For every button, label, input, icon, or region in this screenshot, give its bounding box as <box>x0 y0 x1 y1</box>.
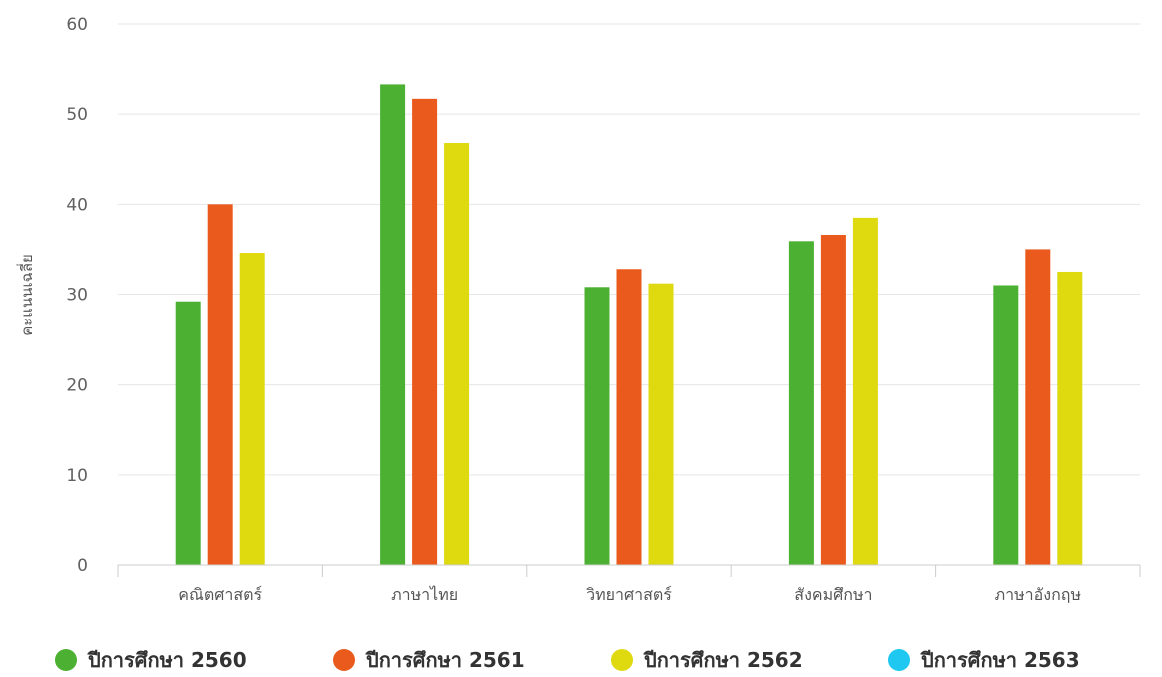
bar <box>380 84 406 565</box>
x-tick-label: ภาษาอังกฤษ <box>995 585 1081 604</box>
legend-marker <box>611 649 633 671</box>
bar <box>584 287 610 565</box>
legend: ปีการศึกษา 2560 ปีการศึกษา 2561 ปีการศึกษา… <box>55 648 1080 672</box>
y-tick-label: 0 <box>77 556 88 576</box>
bar <box>239 253 265 566</box>
bar <box>820 234 846 566</box>
legend-label: ปีการศึกษา 2561 <box>365 648 525 672</box>
bar <box>1025 249 1051 565</box>
bar <box>616 269 642 565</box>
bar <box>648 283 674 565</box>
legend-marker <box>55 649 77 671</box>
y-tick-label: 20 <box>66 376 88 396</box>
y-tick-label: 30 <box>66 286 88 306</box>
x-tick-label: คณิตศาสตร์ <box>178 585 262 604</box>
x-tick-label: ภาษาไทย <box>391 585 458 604</box>
bar <box>175 301 201 565</box>
legend-item[interactable]: ปีการศึกษา 2562 <box>611 648 803 672</box>
bar <box>444 143 470 565</box>
y-tick-label: 50 <box>66 105 88 125</box>
x-tick-label: วิทยาศาสตร์ <box>586 585 672 604</box>
y-axis-label: คะแนนเฉลี่ย <box>16 254 36 336</box>
bar <box>788 241 814 565</box>
bar <box>412 98 438 566</box>
legend-item[interactable]: ปีการศึกษา 2561 <box>333 648 525 672</box>
y-axis: 0 10 20 30 40 50 60 <box>66 15 88 576</box>
bars <box>175 84 1083 566</box>
legend-item[interactable]: ปีการศึกษา 2563 <box>888 648 1080 672</box>
legend-marker <box>333 649 355 671</box>
legend-label: ปีการศึกษา 2562 <box>643 648 803 672</box>
y-tick-label: 40 <box>66 195 88 215</box>
legend-item[interactable]: ปีการศึกษา 2560 <box>55 648 247 672</box>
legend-label: ปีการศึกษา 2560 <box>87 648 247 672</box>
bar <box>1057 271 1083 565</box>
legend-marker <box>888 649 910 671</box>
x-tick-label: สังคมศึกษา <box>794 585 872 604</box>
x-axis: คณิตศาสตร์ ภาษาไทย วิทยาศาสตร์ สังคมศึกษา ภา… <box>117 564 1141 604</box>
y-tick-label: 60 <box>66 15 88 35</box>
bar <box>207 204 233 566</box>
legend-label: ปีการศึกษา 2563 <box>920 648 1080 672</box>
bar <box>993 285 1019 565</box>
y-tick-label: 10 <box>66 466 88 486</box>
bar <box>852 217 878 565</box>
